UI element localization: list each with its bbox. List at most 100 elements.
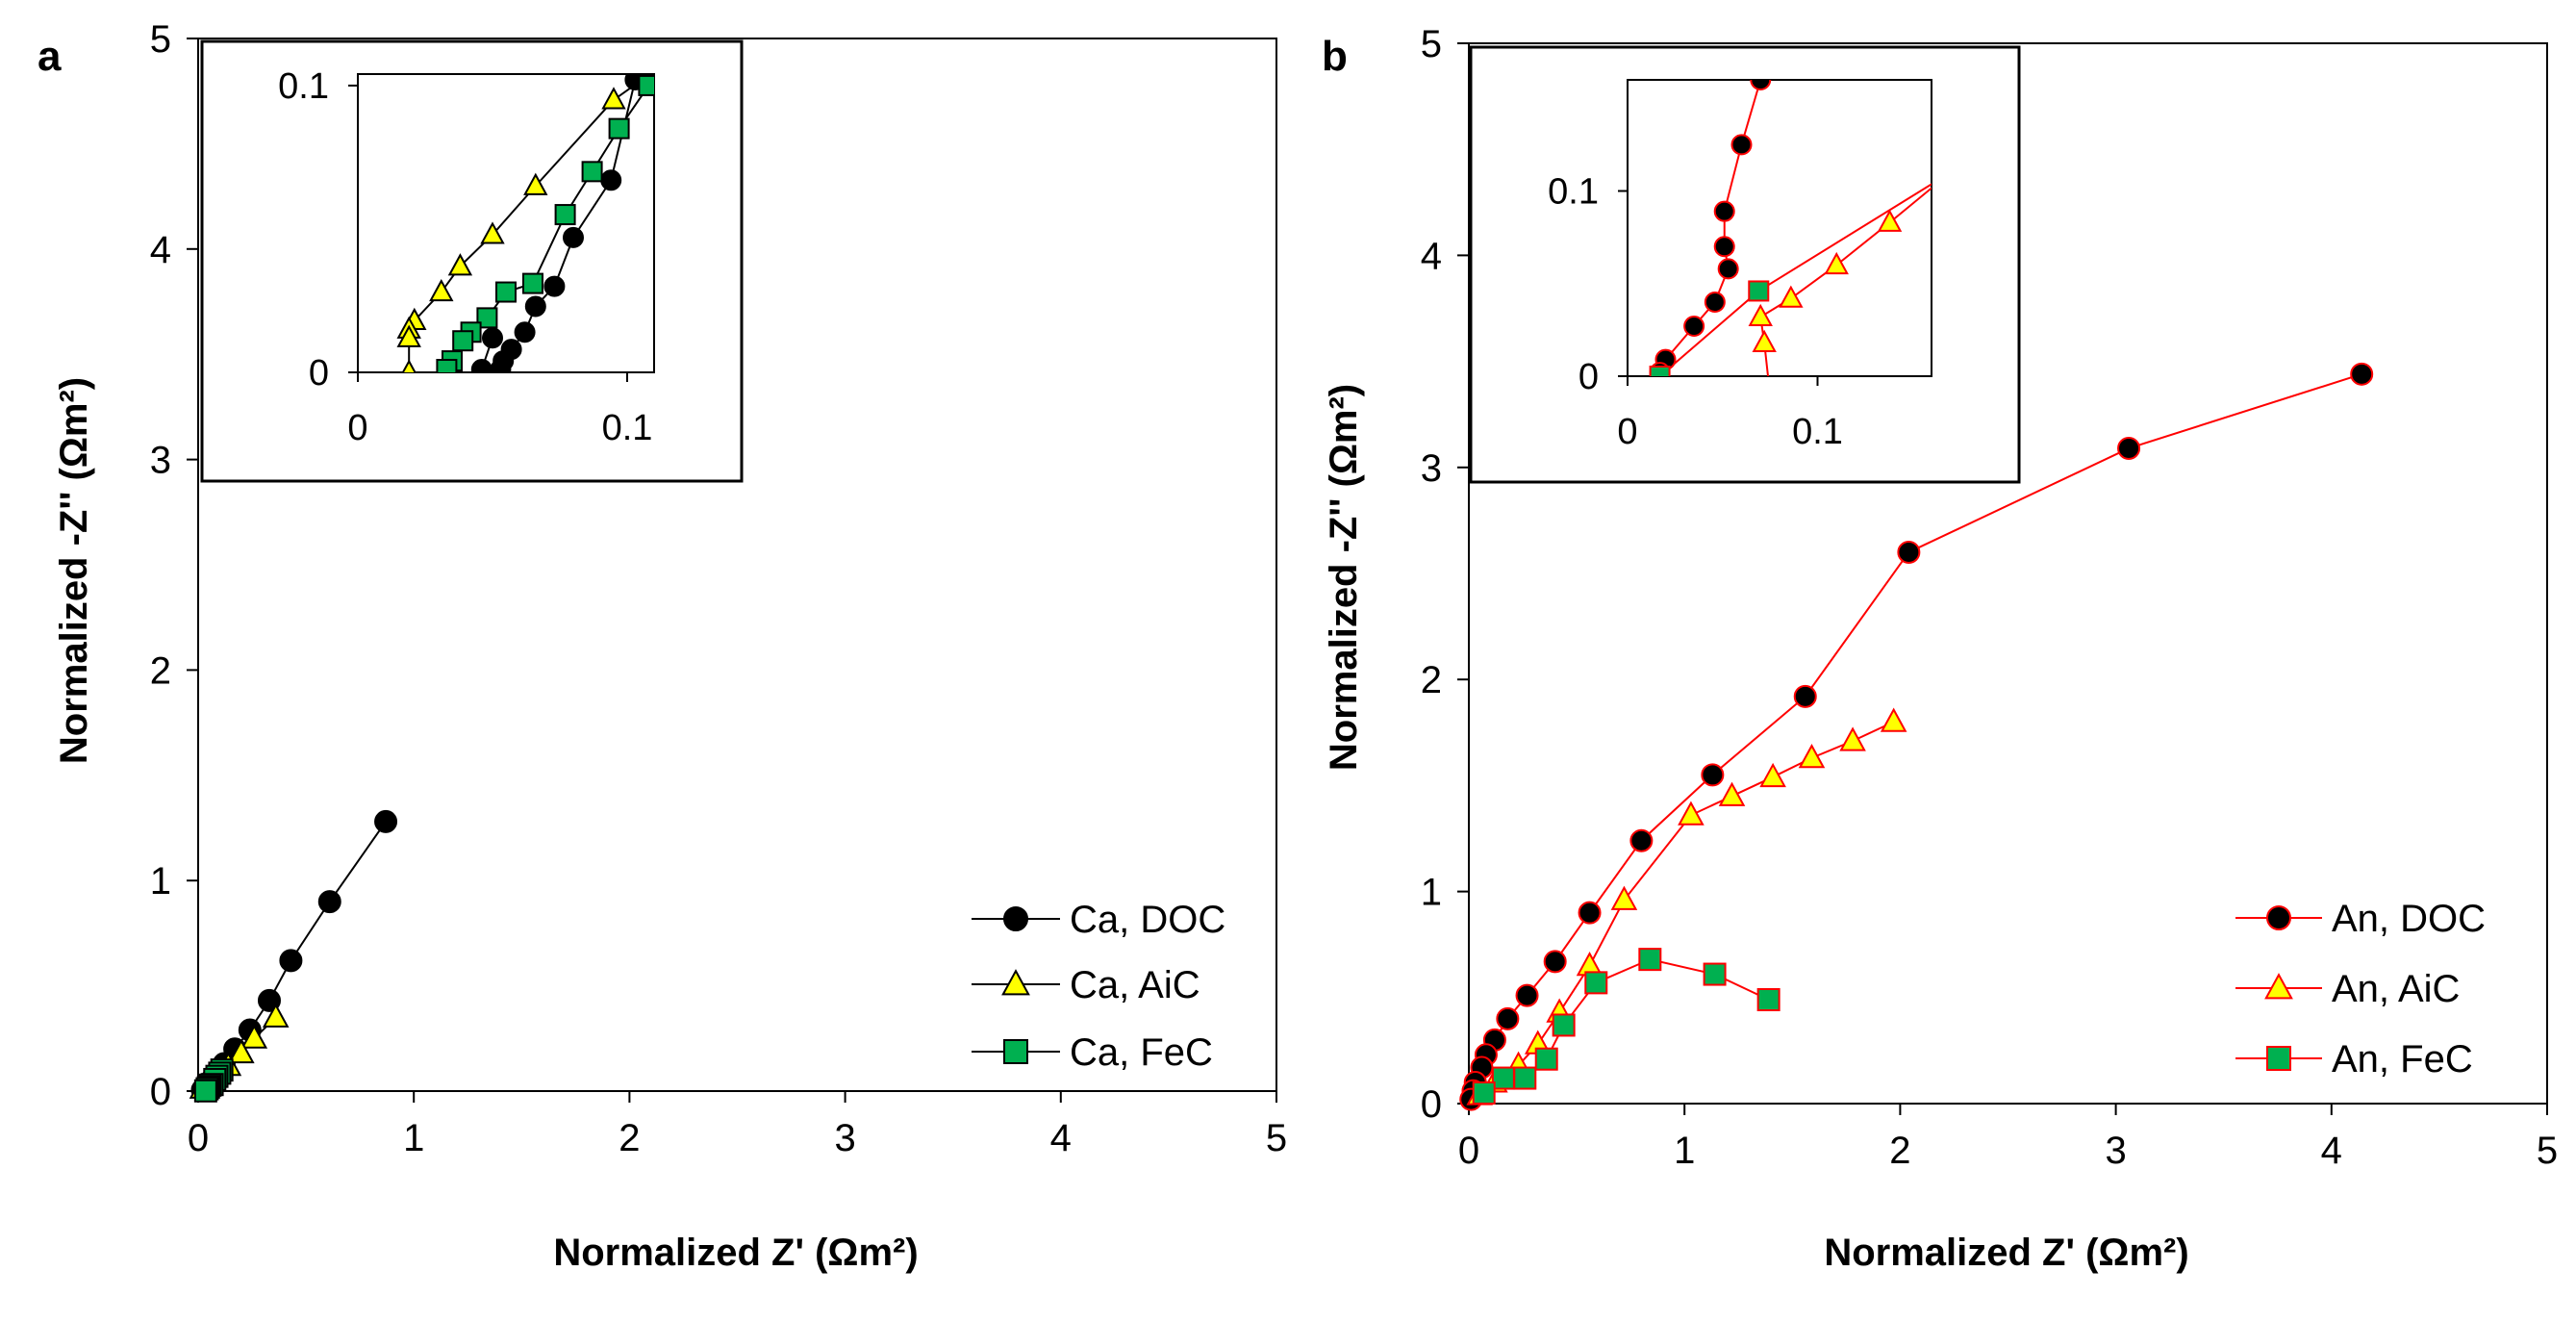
y-axis-label: Normalized -Z'' (Ωm²): [1323, 384, 1365, 771]
inset: 00 0.1 0.1: [200, 39, 744, 483]
inset-x-tick-label: 0.1: [1792, 412, 1843, 452]
circle-marker: [1704, 292, 1726, 313]
inset-y-tick-label: 0.1: [1548, 172, 1599, 213]
triangle-marker: [396, 324, 421, 347]
legend-label: Ca, FeC: [1070, 1031, 1213, 1074]
square-marker: [193, 1079, 217, 1103]
circle-marker: [2350, 362, 2374, 386]
x-tick-label: 5: [1266, 1117, 1287, 1159]
legend-label: An, DOC: [2332, 898, 2486, 940]
series-an-fec: [1472, 948, 1780, 1105]
square-marker: [522, 272, 543, 294]
circle-marker: [470, 359, 492, 372]
circle-marker: [1003, 906, 1028, 931]
legend-item: An, FeC: [2235, 1038, 2473, 1080]
circle-marker: [482, 327, 503, 349]
y-tick-label: 2: [150, 649, 171, 692]
x-axis-label: Normalized Z' (Ωm²): [1824, 1232, 2188, 1274]
legend-item: Ca, FeC: [972, 1031, 1213, 1074]
circle-marker: [543, 275, 566, 297]
square-marker: [1513, 1066, 1537, 1090]
y-tick-label: 4: [150, 229, 171, 271]
inset-x-tick-label: 0: [1617, 412, 1637, 452]
square-marker: [1552, 1013, 1576, 1037]
square-marker: [476, 307, 498, 329]
legend-item: An, DOC: [2235, 898, 2486, 940]
triangle-marker: [1824, 251, 1849, 275]
triangle-marker: [1839, 726, 1866, 751]
circle-marker: [1629, 828, 1654, 852]
y-tick-label: 5: [1421, 23, 1442, 65]
x-tick-label: 0: [1458, 1130, 1479, 1172]
y-tick-label: 2: [1421, 659, 1442, 701]
y-tick-label: 1: [150, 860, 171, 903]
square-marker: [495, 281, 517, 303]
legend-label: Ca, AiC: [1070, 964, 1200, 1006]
y-tick-label: 0: [150, 1071, 171, 1113]
x-tick-label: 2: [1889, 1130, 1910, 1172]
panel-a: 0 1 2 3 4 5 0 1 2 3 4 5 Normalized Z' (Ωm²) Normalize…: [38, 18, 1287, 1274]
triangle-marker: [2264, 973, 2293, 1000]
legend-label: An, FeC: [2332, 1038, 2473, 1080]
circle-marker: [1701, 763, 1725, 787]
square-marker: [1003, 1039, 1028, 1064]
triangle-marker: [601, 87, 626, 110]
circle-marker: [279, 949, 303, 973]
x-tick-label: 3: [834, 1117, 855, 1159]
inset: 00 0.1 0.1: [1469, 45, 2021, 484]
square-marker: [1472, 1080, 1496, 1105]
x-tick-label: 1: [403, 1117, 424, 1159]
inset-y-tick-label: 0: [309, 353, 329, 394]
triangle-marker: [1759, 762, 1786, 788]
inset-y-tick-label: 0.1: [278, 66, 329, 107]
x-tick-label: 2: [619, 1117, 640, 1159]
x-tick-label: 0: [188, 1117, 209, 1159]
triangle-marker: [262, 1003, 290, 1028]
circle-marker: [1713, 200, 1735, 222]
square-marker: [1756, 988, 1780, 1012]
triangle-marker: [1718, 781, 1746, 806]
y-axis-label: Normalized -Z'' (Ωm²): [53, 377, 95, 764]
triangle-marker: [1678, 801, 1705, 826]
square-marker: [1649, 366, 1671, 376]
y-tick-label: 5: [150, 18, 171, 61]
circle-marker: [1496, 1006, 1520, 1030]
panel-label: a: [38, 33, 62, 80]
triangle-marker: [1798, 744, 1826, 769]
square-marker: [1638, 948, 1662, 972]
series-ca-fec: [193, 1058, 234, 1103]
triangle-marker: [480, 221, 505, 244]
circle-marker: [374, 809, 398, 833]
x-axis-label: Normalized Z' (Ωm²): [553, 1232, 918, 1274]
x-tick-label: 5: [2537, 1130, 2558, 1172]
inset-data: [396, 74, 654, 372]
circle-marker: [524, 295, 546, 318]
circle-marker: [563, 226, 584, 248]
legend-item: An, AiC: [2235, 968, 2460, 1010]
triangle-marker: [240, 1024, 268, 1049]
circle-marker: [1683, 316, 1705, 338]
square-marker: [554, 204, 576, 226]
square-marker: [2266, 1046, 2291, 1071]
legend-label: An, AiC: [2332, 968, 2460, 1010]
circle-marker: [1543, 950, 1567, 974]
circle-marker: [1730, 134, 1753, 156]
square-marker: [1748, 280, 1770, 302]
triangle-marker: [1001, 969, 1030, 996]
inset-x-tick-label: 0: [347, 408, 367, 448]
square-marker: [1584, 971, 1608, 995]
x-tick-label: 4: [1050, 1117, 1072, 1159]
circle-marker: [1897, 540, 1921, 564]
square-marker: [436, 359, 458, 372]
circle-marker: [600, 169, 622, 191]
y-tick-label: 3: [1421, 447, 1442, 490]
legend-item: Ca, DOC: [972, 899, 1225, 941]
triangle-marker: [228, 1038, 255, 1064]
circle-marker: [1578, 901, 1602, 925]
y-tick-label: 0: [1421, 1083, 1442, 1126]
inset-data: [1649, 80, 1932, 376]
inset-y-tick-label: 0: [1578, 357, 1599, 397]
circle-marker: [514, 321, 536, 343]
legend-label: Ca, DOC: [1070, 899, 1225, 941]
